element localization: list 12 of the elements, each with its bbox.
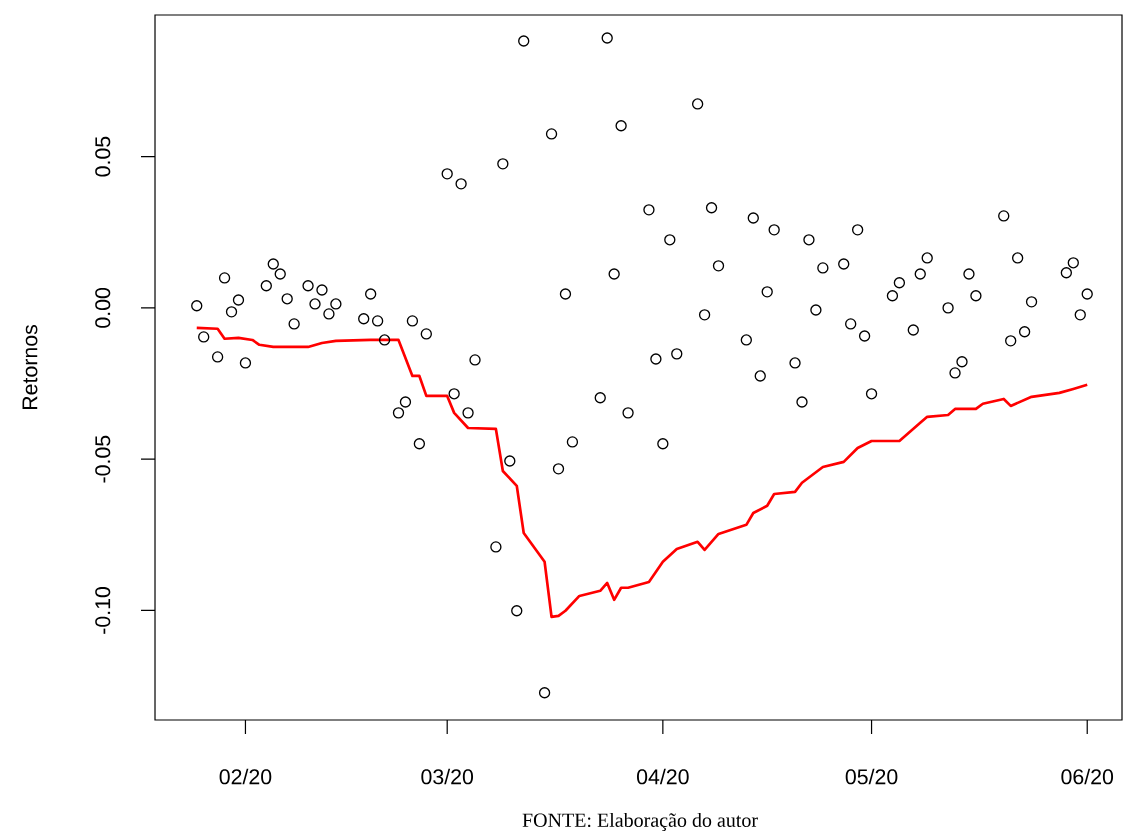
x-tick-label: 02/20 (219, 768, 272, 785)
x-tick-label: 04/20 (637, 768, 689, 785)
y-tick-label: -0.10 (95, 586, 111, 634)
y-axis-title: Retornos (22, 324, 38, 410)
y-tick-label: -0.05 (95, 435, 111, 483)
line-series (195, 326, 1089, 619)
x-tick-label: 06/20 (1061, 768, 1114, 785)
x-tick-label: 05/20 (845, 768, 898, 785)
x-tick-label: 03/20 (421, 768, 474, 785)
y-tick-label: 0.00 (95, 287, 111, 328)
y-tick-label: 0.05 (95, 136, 111, 177)
source-note: FONTE: Elaboração do autor (522, 812, 758, 832)
